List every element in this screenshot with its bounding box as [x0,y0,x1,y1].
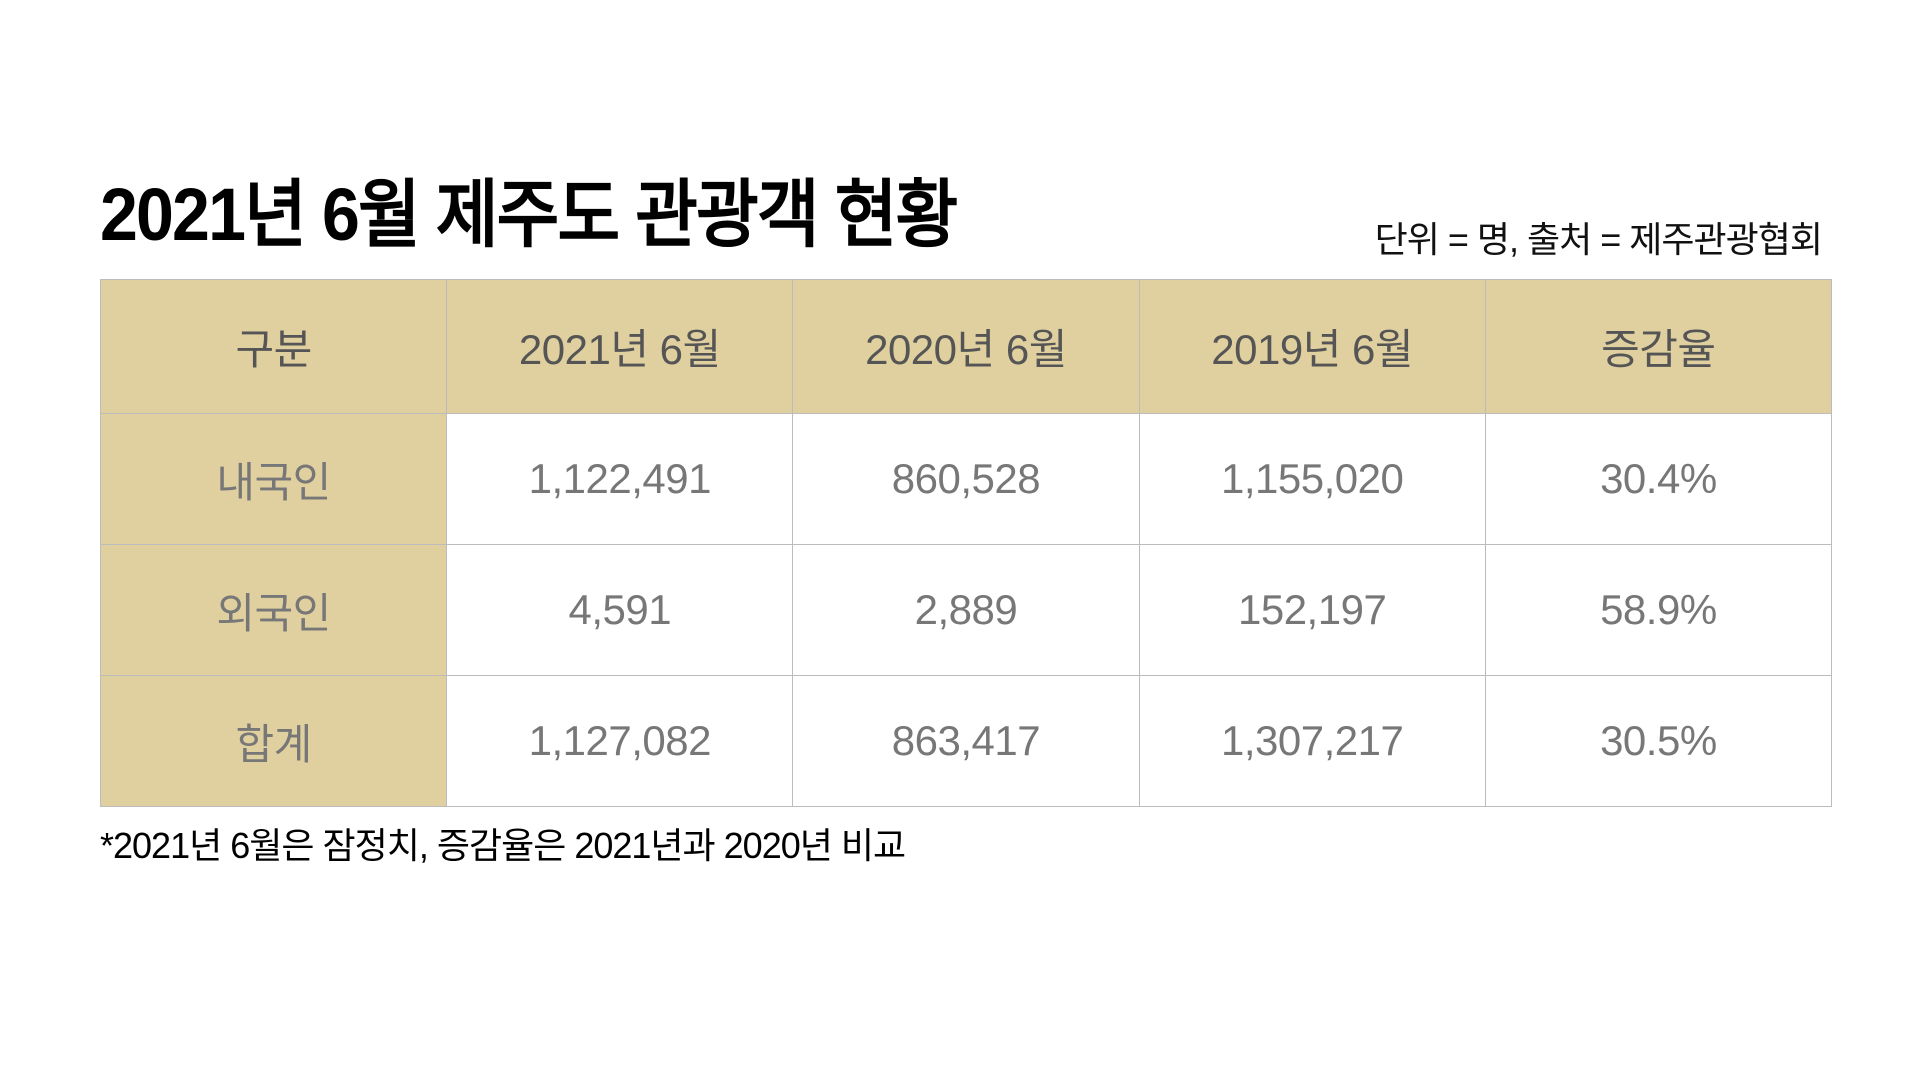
page-title: 2021년 6월 제주도 관광객 현황 [100,173,958,256]
column-header-2019-june: 2019년 6월 [1138,279,1486,414]
cell-value: 1,127,082 [446,675,794,807]
cell-value: 58.9% [1484,544,1833,676]
cell-value: 1,307,217 [1138,675,1486,807]
unit-source-note: 단위 = 명, 출처 = 제주관광협회 [1374,219,1823,260]
tourist-stats-table: 구분 2021년 6월 2020년 6월 2019년 6월 증감율 내국인 1,… [99,279,1833,807]
column-header-change-rate: 증감율 [1484,279,1833,414]
cell-value: 863,417 [792,675,1140,807]
table-header-row: 구분 2021년 6월 2020년 6월 2019년 6월 증감율 [99,279,1833,414]
row-label-total: 합계 [99,675,448,807]
cell-value: 152,197 [1138,544,1486,676]
table-row: 외국인 4,591 2,889 152,197 58.9% [99,544,1833,676]
cell-value: 860,528 [792,413,1140,545]
cell-value: 30.4% [1484,413,1833,545]
cell-value: 1,155,020 [1138,413,1486,545]
cell-value: 2,889 [792,544,1140,676]
cell-value: 1,122,491 [446,413,794,545]
column-header-2021-june: 2021년 6월 [446,279,794,414]
cell-value: 4,591 [446,544,794,676]
table-row: 내국인 1,122,491 860,528 1,155,020 30.4% [99,413,1833,545]
row-label-domestic: 내국인 [99,413,448,545]
table-row: 합계 1,127,082 863,417 1,307,217 30.5% [99,675,1833,807]
column-header-category: 구분 [99,279,448,414]
row-label-foreign: 외국인 [99,544,448,676]
cell-value: 30.5% [1484,675,1833,807]
footnote: *2021년 6월은 잠정치, 증감율은 2021년과 2020년 비교 [100,825,906,866]
column-header-2020-june: 2020년 6월 [792,279,1140,414]
